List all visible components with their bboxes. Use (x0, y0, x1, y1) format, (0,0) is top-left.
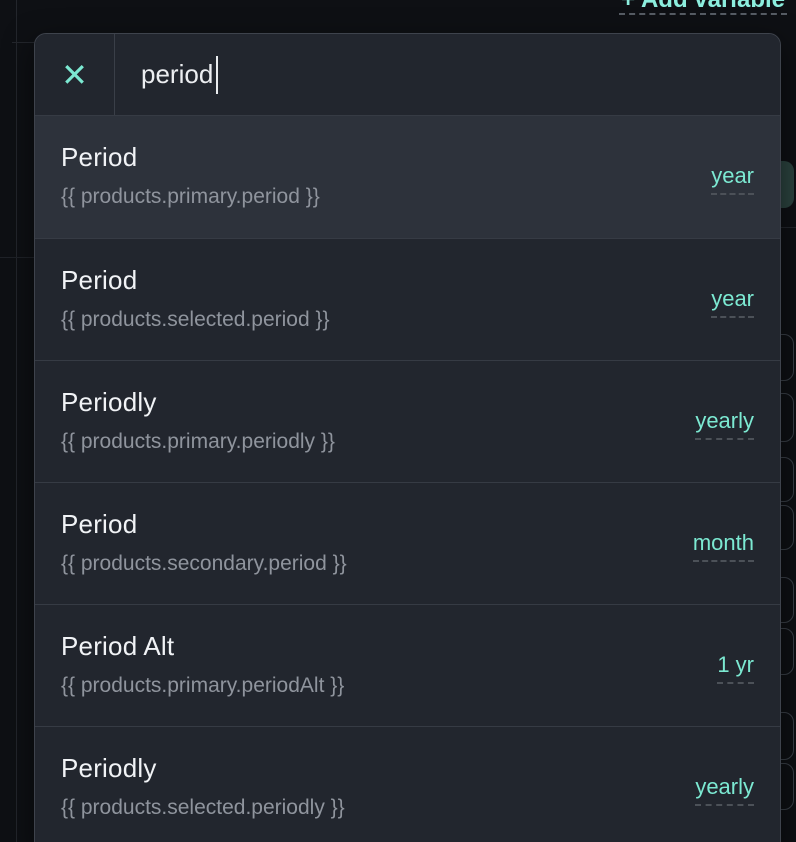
search-input-value: period (141, 59, 214, 89)
close-icon: ✕ (61, 55, 88, 94)
result-title: Period (61, 142, 138, 172)
result-value: year (711, 162, 754, 195)
result-title: Periodly (61, 753, 157, 783)
list-item[interactable]: Period Alt {{ products.primary.periodAlt… (35, 604, 780, 726)
list-item[interactable]: Period {{ products.primary.period }} yea… (35, 116, 780, 238)
result-path: {{ products.primary.periodAlt }} (61, 674, 345, 697)
results-list: Period {{ products.primary.period }} yea… (35, 116, 780, 842)
result-path: {{ products.primary.period }} (61, 185, 320, 208)
background-panel-edge-right (781, 227, 796, 228)
search-input[interactable]: period (115, 34, 780, 115)
list-item[interactable]: Period {{ products.selected.period }} ye… (35, 238, 780, 360)
search-bar: ✕ period (35, 34, 780, 116)
list-item[interactable]: Period {{ products.secondary.period }} m… (35, 482, 780, 604)
result-title: Periodly (61, 387, 157, 417)
result-title: Period (61, 509, 138, 539)
result-path: {{ products.selected.periodly }} (61, 796, 345, 819)
result-title: Period Alt (61, 631, 175, 661)
result-title: Period (61, 265, 138, 295)
text-cursor (216, 55, 219, 94)
clear-search-button[interactable]: ✕ (35, 34, 115, 115)
result-path: {{ products.primary.periodly }} (61, 430, 335, 453)
background-panel-divider (16, 0, 17, 842)
result-value: yearly (695, 407, 754, 440)
result-path: {{ products.selected.period }} (61, 308, 330, 331)
variable-search-dropdown: ✕ period Period {{ products.primary.peri… (34, 33, 781, 842)
background-panel-edge-top (12, 42, 34, 43)
result-value: 1 yr (717, 651, 754, 684)
list-item[interactable]: Periodly {{ products.selected.periodly }… (35, 726, 780, 842)
add-variable-button[interactable]: + Add variable (619, 0, 787, 15)
result-path: {{ products.secondary.period }} (61, 552, 347, 575)
background-panel-edge-mid (0, 257, 34, 258)
result-value: month (692, 529, 754, 562)
result-value: year (711, 285, 754, 318)
list-item[interactable]: Periodly {{ products.primary.periodly }}… (35, 360, 780, 482)
result-value: yearly (695, 773, 754, 806)
